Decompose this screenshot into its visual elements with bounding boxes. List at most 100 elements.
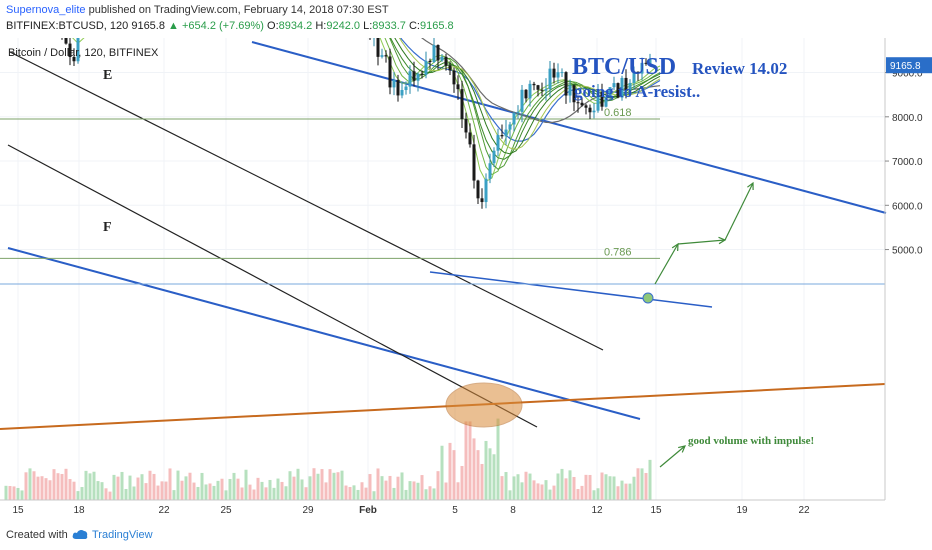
volume-bar bbox=[260, 481, 264, 500]
volume-bar bbox=[476, 450, 480, 500]
candle-body bbox=[472, 144, 476, 181]
arrow-up-2 bbox=[724, 182, 754, 241]
volume-bar bbox=[344, 485, 348, 500]
volume-bar bbox=[52, 469, 56, 500]
volume-bar bbox=[176, 470, 180, 500]
candle-body bbox=[588, 107, 592, 113]
volume-bar bbox=[236, 478, 240, 500]
volume-bar bbox=[384, 480, 388, 500]
candle-body bbox=[480, 198, 484, 203]
published-text: published on TradingView.com, February 1… bbox=[88, 4, 389, 16]
upper-channel-line bbox=[251, 41, 887, 214]
volume-bar bbox=[244, 469, 248, 500]
volume-bar bbox=[124, 488, 128, 500]
volume-bar bbox=[500, 476, 504, 500]
volume-bar bbox=[144, 483, 148, 500]
candle-body bbox=[592, 110, 596, 113]
candles bbox=[61, 38, 652, 209]
x-tick-label: 22 bbox=[798, 505, 810, 516]
candle-body bbox=[608, 87, 612, 98]
volume-bar bbox=[452, 450, 456, 500]
volume-bar bbox=[632, 476, 636, 500]
volume-bar bbox=[72, 481, 76, 500]
volume-bar bbox=[340, 470, 344, 500]
volume-bar bbox=[608, 476, 612, 500]
tradingview-brand-link[interactable]: TradingView bbox=[92, 529, 153, 541]
volume-bar bbox=[108, 491, 112, 500]
candle-body bbox=[616, 83, 620, 98]
candle-body bbox=[568, 85, 572, 96]
volume-bar bbox=[148, 470, 152, 500]
volume-bar bbox=[428, 486, 432, 500]
candle-body bbox=[516, 111, 520, 113]
y-tick-label: 9000.0 bbox=[892, 69, 923, 80]
price-axis[interactable]: 5000.06000.07000.08000.09000.010000.0110… bbox=[885, 38, 932, 257]
close-value: 9165.8 bbox=[419, 20, 454, 32]
candle-body bbox=[428, 60, 432, 63]
candle-body bbox=[436, 45, 440, 61]
volume-bar bbox=[352, 485, 356, 500]
volume-bar bbox=[448, 442, 452, 500]
x-tick-label: 22 bbox=[158, 505, 170, 516]
last-price-tag bbox=[886, 57, 932, 74]
volume-bar bbox=[116, 476, 120, 500]
volume-bar bbox=[92, 471, 96, 500]
volume-bar bbox=[576, 489, 580, 500]
volume-bar bbox=[332, 472, 336, 500]
ma-short-6 bbox=[398, 38, 661, 150]
volume-bar bbox=[468, 421, 472, 500]
candle-body bbox=[564, 72, 568, 96]
time-axis[interactable]: 15 18 22 25 29 Feb 5 8 12 15 19 22 bbox=[12, 505, 810, 516]
volume-bar bbox=[348, 486, 352, 500]
volume-bar bbox=[16, 487, 20, 500]
volume-bar bbox=[556, 473, 560, 500]
volume-bar bbox=[580, 485, 584, 500]
volume-bar bbox=[112, 474, 116, 500]
volume-bar bbox=[604, 474, 608, 500]
volume-bar bbox=[628, 483, 632, 500]
volume-bar bbox=[404, 489, 408, 500]
candle-body bbox=[540, 89, 544, 91]
candle-body bbox=[496, 135, 500, 151]
candle-body bbox=[456, 84, 460, 90]
volume-bar bbox=[396, 476, 400, 500]
volume-bar bbox=[508, 490, 512, 500]
volume-bar bbox=[96, 481, 100, 500]
volume-bar bbox=[324, 482, 328, 500]
volume-bar bbox=[220, 478, 224, 500]
volume-bar bbox=[80, 487, 84, 500]
volume-bar bbox=[272, 487, 276, 500]
volume-bar bbox=[208, 483, 212, 500]
footer: Created with TradingView bbox=[0, 522, 932, 550]
candle-body bbox=[536, 85, 540, 90]
candle-body bbox=[612, 83, 616, 88]
open-value: 8934.2 bbox=[278, 20, 313, 32]
volume-bar bbox=[32, 471, 36, 500]
candle-body bbox=[580, 102, 584, 106]
volume-bar bbox=[488, 448, 492, 500]
volume-bar bbox=[416, 482, 420, 500]
x-tick-label: 29 bbox=[302, 505, 314, 516]
candle-body bbox=[416, 73, 420, 81]
volume-bar bbox=[408, 481, 412, 500]
volume-bar bbox=[188, 472, 192, 500]
volume-bar bbox=[104, 488, 108, 500]
volume-bar bbox=[24, 472, 28, 500]
volume-bar bbox=[36, 476, 40, 500]
candle-body bbox=[420, 73, 424, 75]
author-link[interactable]: Supernova_elite bbox=[6, 4, 86, 16]
candle-body bbox=[376, 38, 380, 57]
volume-bar bbox=[204, 484, 208, 500]
volume-bar bbox=[560, 468, 564, 500]
volume-bar bbox=[304, 487, 308, 500]
volume-bar bbox=[420, 475, 424, 500]
candle-body bbox=[576, 102, 580, 104]
volume-bar bbox=[392, 487, 396, 500]
volume-bar bbox=[44, 478, 48, 500]
candle-body bbox=[492, 150, 496, 164]
volume-bar bbox=[644, 472, 648, 500]
volume-bar bbox=[600, 472, 604, 500]
volume-bar bbox=[88, 473, 92, 500]
volume-bar bbox=[160, 481, 164, 500]
